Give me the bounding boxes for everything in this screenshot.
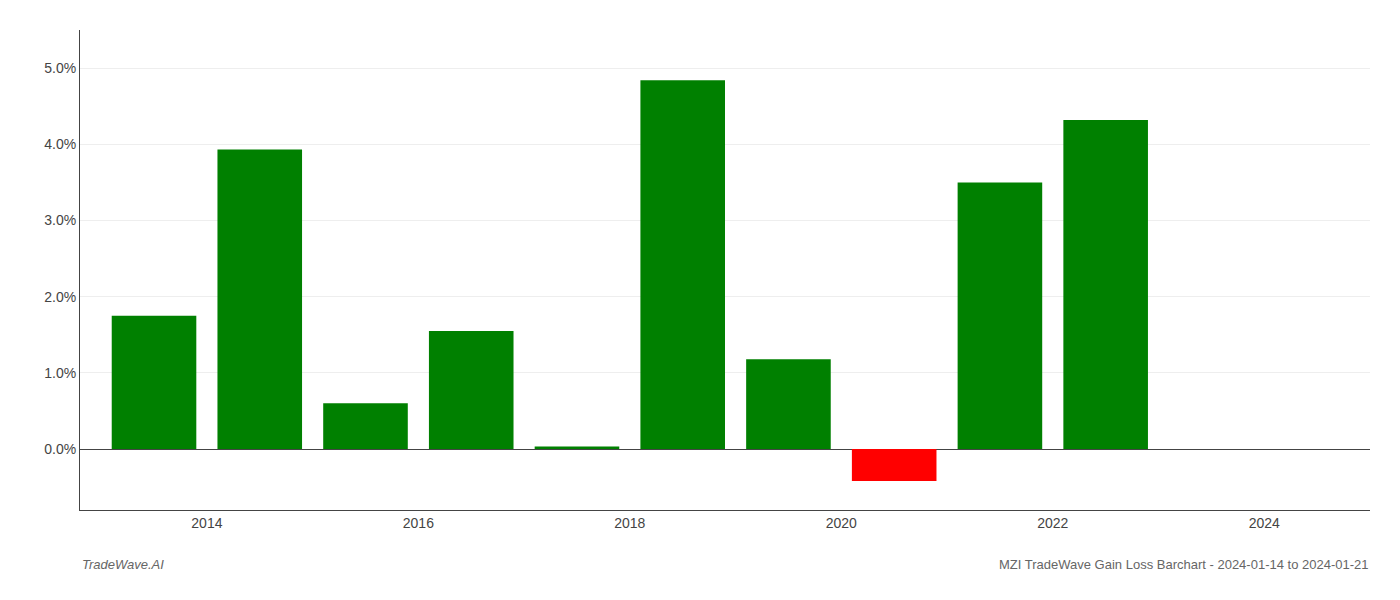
svg-text:2018: 2018 [614,515,645,531]
svg-text:2016: 2016 [403,515,434,531]
svg-text:2020: 2020 [826,515,857,531]
svg-text:TradeWave.AI: TradeWave.AI [82,557,164,572]
svg-text:0.0%: 0.0% [44,441,76,457]
svg-text:2.0%: 2.0% [44,289,76,305]
svg-text:3.0%: 3.0% [44,212,76,228]
svg-text:MZI TradeWave Gain Loss Barcha: MZI TradeWave Gain Loss Barchart - 2024-… [999,557,1368,572]
svg-text:1.0%: 1.0% [44,365,76,381]
svg-text:4.0%: 4.0% [44,136,76,152]
svg-text:2014: 2014 [191,515,222,531]
svg-text:5.0%: 5.0% [44,60,76,76]
svg-text:2024: 2024 [1249,515,1280,531]
svg-text:2022: 2022 [1037,515,1068,531]
